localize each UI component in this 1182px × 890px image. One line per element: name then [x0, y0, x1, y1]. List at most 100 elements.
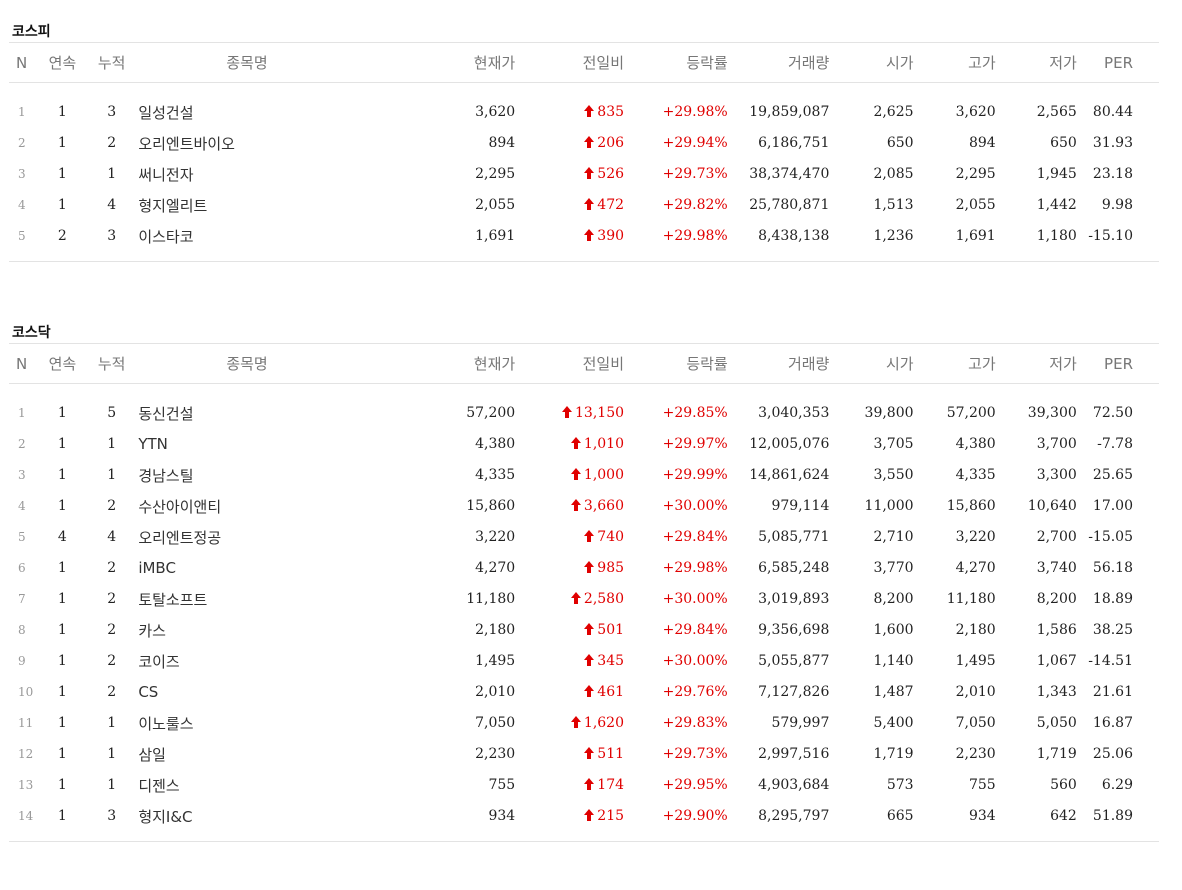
cell-stock-name[interactable]: iMBC [138, 559, 176, 577]
table-row[interactable]: 12 1 1 삼일 2,230 511 +29.73% 2,997,516 1,719 2,230… [9, 739, 1159, 770]
header-per: PER [1104, 53, 1133, 72]
cell-open: 1,719 [873, 746, 914, 762]
cell-change: 501 [515, 615, 624, 646]
cell-volume: 7,127,826 [758, 684, 830, 700]
up-arrow-icon [584, 136, 595, 148]
cell-volume: 14,861,624 [749, 467, 830, 483]
cell-price: 4,270 [475, 560, 516, 576]
cell-n: 13 [18, 778, 34, 792]
cell-n: 10 [18, 685, 34, 699]
up-arrow-icon [584, 747, 595, 759]
cell-total: 1 [107, 715, 117, 731]
cell-stock-name[interactable]: 토탈소프트 [138, 590, 208, 609]
cell-stock-name[interactable]: 형지엘리트 [138, 196, 208, 215]
up-arrow-icon [584, 105, 595, 117]
cell-stock-name[interactable]: 수산아이앤티 [138, 497, 222, 516]
cell-stock-name[interactable]: 형지I&C [138, 807, 193, 826]
cell-streak: 1 [57, 135, 67, 151]
cell-streak: 1 [57, 436, 67, 452]
cell-change: 1,000 [515, 460, 624, 491]
cell-per: 80.44 [1092, 104, 1133, 120]
table-row[interactable]: 1 1 5 동신건설 57,200 13,150 +29.85% 3,040,353 39,80… [9, 398, 1159, 429]
cell-streak: 1 [57, 746, 67, 762]
cell-volume: 3,040,353 [758, 405, 830, 421]
table-row[interactable]: 4 1 2 수산아이앤티 15,860 3,660 +30.00% 979,114 11,000… [9, 491, 1159, 522]
cell-volume: 5,055,877 [758, 653, 830, 669]
table-row[interactable]: 2 1 2 오리엔트바이오 894 206 +29.94% 6,186,751 650 894 65… [9, 128, 1159, 159]
table-row[interactable]: 2 1 1 YTN 4,380 1,010 +29.97% 12,005,076 3,705 4,… [9, 429, 1159, 460]
cell-open: 1,487 [873, 684, 914, 700]
change-value: 13,150 [575, 405, 625, 421]
cell-stock-name[interactable]: CS [138, 683, 159, 701]
up-arrow-icon [584, 623, 595, 635]
table-row[interactable]: 14 1 3 형지I&C 934 215 +29.90% 8,295,797 665 934 642… [9, 801, 1159, 832]
table-row[interactable]: 6 1 2 iMBC 4,270 985 +29.98% 6,585,248 3,770 4,27… [9, 553, 1159, 584]
cell-high: 11,180 [946, 591, 996, 607]
cell-low: 650 [1050, 135, 1077, 151]
cell-n: 3 [18, 167, 26, 181]
cell-total: 2 [107, 591, 117, 607]
cell-stock-name[interactable]: 오리엔트정공 [138, 528, 222, 547]
cell-low: 1,586 [1036, 622, 1077, 638]
cell-open: 1,600 [873, 622, 914, 638]
cell-open: 2,710 [873, 529, 914, 545]
cell-streak: 1 [57, 166, 67, 182]
cell-high: 4,380 [955, 436, 996, 452]
cell-stock-name[interactable]: 오리엔트바이오 [138, 134, 235, 153]
table-row[interactable]: 1 1 3 일성건설 3,620 835 +29.98% 19,859,087 2,625 3,6… [9, 97, 1159, 128]
cell-stock-name[interactable]: 이스타코 [138, 227, 194, 246]
cell-per: 18.89 [1092, 591, 1133, 607]
table-row[interactable]: 3 1 1 써니전자 2,295 526 +29.73% 38,374,470 2,085 2,2… [9, 159, 1159, 190]
cell-open: 1,236 [873, 228, 914, 244]
cell-n: 4 [18, 499, 26, 513]
cell-stock-name[interactable]: 동신건설 [138, 404, 194, 423]
cell-rate: +29.73% [662, 746, 728, 762]
table-row[interactable]: 5 2 3 이스타코 1,691 390 +29.98% 8,438,138 1,236 1,69… [9, 221, 1159, 252]
cell-stock-name[interactable]: 삼일 [138, 745, 166, 764]
cell-volume: 6,186,751 [758, 135, 830, 151]
cell-stock-name[interactable]: 써니전자 [138, 165, 194, 184]
table-row[interactable]: 9 1 2 코이즈 1,495 345 +30.00% 5,055,877 1,140 1,495… [9, 646, 1159, 677]
header-change: 전일비 [582, 54, 625, 72]
cell-open: 650 [886, 135, 914, 151]
table-row[interactable]: 3 1 1 경남스틸 4,335 1,000 +29.99% 14,861,624 3,550 4… [9, 460, 1159, 491]
cell-high: 4,270 [955, 560, 996, 576]
cell-total: 2 [107, 622, 117, 638]
table-row[interactable]: 4 1 4 형지엘리트 2,055 472 +29.82% 25,780,871 1,513 2,… [9, 190, 1159, 221]
change-value: 215 [597, 808, 625, 824]
cell-per: -15.10 [1088, 228, 1133, 244]
cell-open: 3,550 [873, 467, 914, 483]
up-arrow-icon [584, 809, 595, 821]
cell-volume: 579,997 [771, 715, 830, 731]
table-row[interactable]: 8 1 2 카스 2,180 501 +29.84% 9,356,698 1,600 2,180 1… [9, 615, 1159, 646]
cell-streak: 1 [57, 684, 67, 700]
table-row[interactable]: 10 1 2 CS 2,010 461 +29.76% 7,127,826 1,487 2,010… [9, 677, 1159, 708]
cell-stock-name[interactable]: 카스 [138, 621, 166, 640]
cell-per: 17.00 [1092, 498, 1133, 514]
cell-price: 2,010 [475, 684, 516, 700]
table-row[interactable]: 5 4 4 오리엔트정공 3,220 740 +29.84% 5,085,771 2,710 3,… [9, 522, 1159, 553]
header-streak: 연속 [48, 355, 77, 373]
table-row[interactable]: 7 1 2 토탈소프트 11,180 2,580 +30.00% 3,019,893 8,200… [9, 584, 1159, 615]
cell-n: 9 [18, 654, 26, 668]
cell-stock-name[interactable]: 경남스틸 [138, 466, 194, 485]
cell-rate: +29.85% [662, 405, 728, 421]
cell-n: 4 [18, 198, 26, 212]
cell-total: 2 [107, 560, 117, 576]
cell-volume: 3,019,893 [758, 591, 830, 607]
table-row[interactable]: 13 1 1 디젠스 755 174 +29.95% 4,903,684 573 755 560 6.… [9, 770, 1159, 801]
cell-high: 3,220 [955, 529, 996, 545]
cell-stock-name[interactable]: YTN [138, 435, 168, 453]
cell-volume: 38,374,470 [749, 166, 830, 182]
kosdaq-section: 코스닥 N 연속 누적 종목명 현재가 전일비 등락률 거래량 시가 고가 [9, 323, 1159, 842]
cell-stock-name[interactable]: 일성건설 [138, 103, 194, 122]
cell-stock-name[interactable]: 이노룰스 [138, 714, 194, 733]
cell-stock-name[interactable]: 디젠스 [138, 776, 180, 795]
cell-per: 23.18 [1092, 166, 1133, 182]
table-header-row: N 연속 누적 종목명 현재가 전일비 등락률 거래량 시가 고가 저가 PER [9, 42, 1159, 83]
table-row[interactable]: 11 1 1 이노룰스 7,050 1,620 +29.83% 579,997 5,400 7,0… [9, 708, 1159, 739]
cell-stock-name[interactable]: 코이즈 [138, 652, 180, 671]
cell-change: 390 [515, 221, 624, 252]
cell-price: 2,295 [475, 166, 516, 182]
cell-change: 740 [515, 522, 624, 553]
